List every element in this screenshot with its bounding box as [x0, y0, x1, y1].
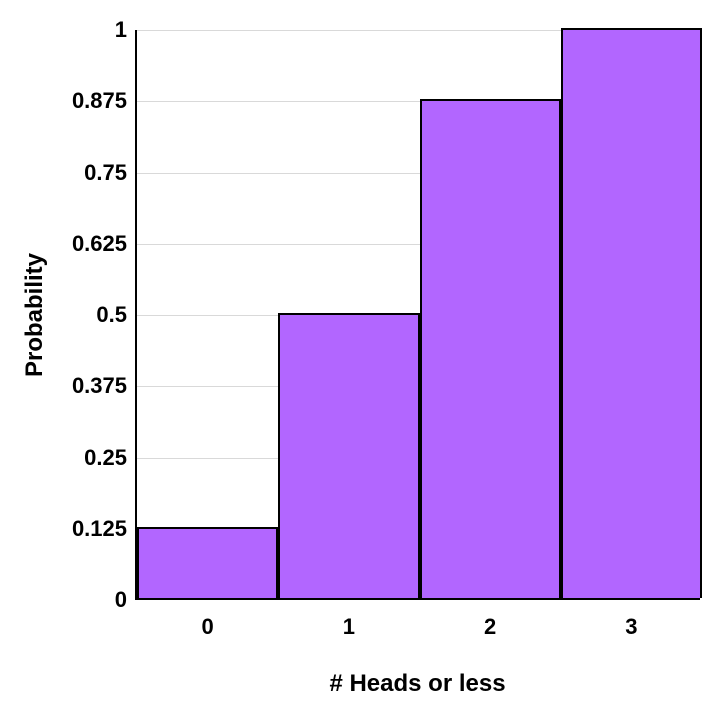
y-tick-label: 0.625 [72, 231, 127, 257]
bar [420, 99, 561, 598]
y-tick-label: 0 [115, 587, 127, 613]
x-tick-label: 1 [343, 614, 355, 640]
x-axis-title: # Heads or less [329, 670, 505, 698]
bar [561, 28, 702, 598]
y-tick-label: 0.375 [72, 373, 127, 399]
cdf-bar-chart: 00.1250.250.3750.50.6250.750.87510123 Pr… [0, 0, 721, 712]
y-tick-label: 0.875 [72, 88, 127, 114]
y-tick-label: 0.5 [96, 302, 127, 328]
y-tick-label: 0.25 [84, 445, 127, 471]
y-tick-label: 1 [115, 17, 127, 43]
x-tick-label: 2 [484, 614, 496, 640]
bar [137, 527, 278, 598]
y-tick-label: 0.125 [72, 516, 127, 542]
x-tick-label: 3 [625, 614, 637, 640]
y-axis-title: Probability [21, 253, 49, 377]
bar [278, 313, 419, 598]
plot-area: 00.1250.250.3750.50.6250.750.87510123 [135, 30, 700, 600]
x-tick-label: 0 [202, 614, 214, 640]
y-tick-label: 0.75 [84, 160, 127, 186]
